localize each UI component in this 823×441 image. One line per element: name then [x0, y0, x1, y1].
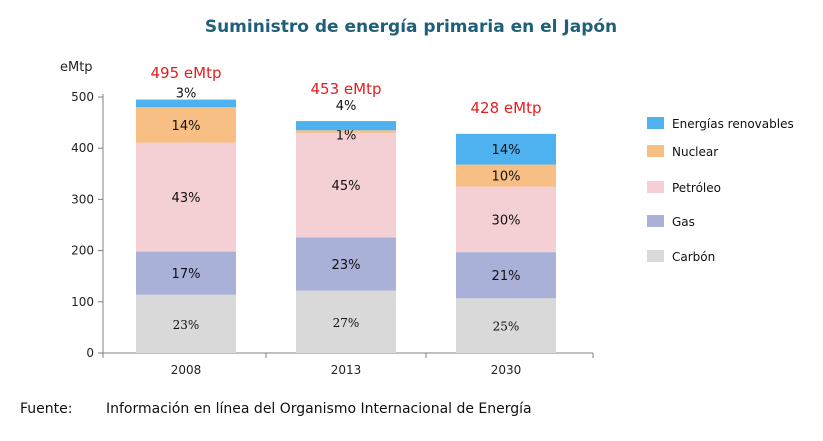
bar-segment [136, 251, 236, 295]
bar-segment [296, 132, 396, 238]
segment-label: 21% [492, 269, 521, 284]
bar-segment [136, 99, 236, 108]
chart-title: Suministro de energía primaria en el Jap… [205, 17, 617, 37]
y-tick-label: 500 [71, 90, 94, 104]
bar-segment [296, 290, 396, 353]
y-tick-label: 200 [71, 244, 94, 258]
segment-label: 45% [332, 179, 361, 194]
legend-label: Nuclear [672, 145, 718, 159]
legend-swatch [647, 145, 664, 157]
bar-segment [456, 252, 556, 299]
bar-segment [296, 121, 396, 131]
segment-label: 14% [492, 143, 521, 158]
y-tick-label: 0 [86, 346, 94, 360]
legend-swatch [647, 250, 664, 262]
bar-segment [296, 237, 396, 291]
bar-segment [136, 142, 236, 252]
y-tick-label: 400 [71, 141, 94, 155]
source-label: Fuente: [20, 401, 73, 417]
bar-segment [456, 164, 556, 187]
bar-segment [456, 298, 556, 353]
segment-label: 43% [172, 191, 201, 206]
bar-segment [456, 133, 556, 165]
bar-segment [296, 130, 396, 133]
total-label: 495 eMtp [151, 64, 222, 82]
legend-label: Gas [672, 215, 695, 229]
legend-swatch [647, 215, 664, 227]
segment-label: 17% [172, 267, 201, 282]
segment-label: 4% [336, 99, 357, 114]
legend-label: Energías renovables [672, 117, 794, 131]
y-tick-label: 100 [71, 295, 94, 309]
segment-label: 23% [332, 258, 361, 273]
x-tick-label: 2013 [331, 363, 362, 377]
segment-label: 1% [336, 128, 357, 143]
segment-label: 14% [172, 119, 201, 134]
segment-label: 10% [492, 170, 521, 185]
legend-swatch [647, 117, 664, 129]
source-text: Información en línea del Organismo Inter… [106, 401, 532, 417]
segment-label: 30% [492, 213, 521, 228]
segment-label: 25% [493, 320, 520, 334]
x-tick-label: 2030 [491, 363, 522, 377]
bar-segment [456, 186, 556, 253]
legend-label: Petróleo [672, 181, 721, 195]
bar-segment [136, 107, 236, 143]
segment-label: 23% [173, 318, 200, 332]
segment-label: 3% [176, 87, 197, 102]
x-tick-label: 2008 [171, 363, 202, 377]
legend-label: Carbón [672, 250, 715, 264]
segment-label: 27% [333, 316, 360, 330]
total-label: 428 eMtp [471, 99, 542, 117]
y-tick-label: 300 [71, 192, 94, 206]
source-note: Fuente: Información en línea del Organism… [20, 401, 532, 417]
total-label: 453 eMtp [311, 80, 382, 98]
legend-swatch [647, 181, 664, 193]
bar-segment [136, 294, 236, 353]
y-axis-unit: eMtp [60, 60, 93, 75]
